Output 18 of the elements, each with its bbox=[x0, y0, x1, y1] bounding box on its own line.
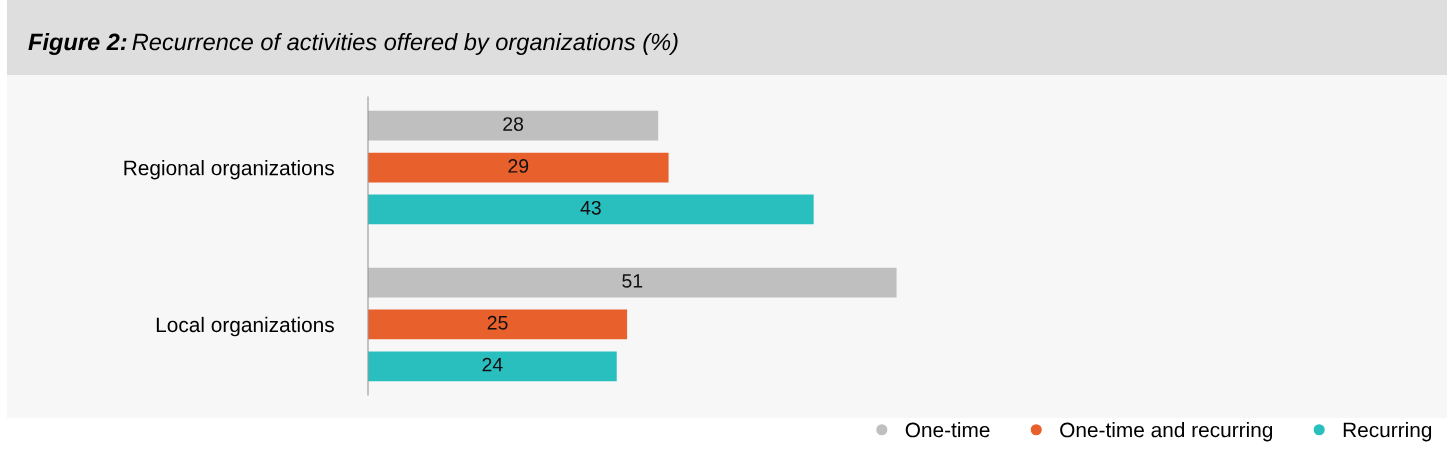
data-label: 43 bbox=[580, 200, 601, 215]
y-tick-label: Local organizations bbox=[156, 316, 334, 337]
data-label: 29 bbox=[508, 159, 529, 173]
legend-label: Recurring bbox=[1343, 422, 1432, 442]
legend-label: One-time and recurring bbox=[1060, 422, 1273, 442]
data-label: 25 bbox=[487, 315, 508, 330]
bar bbox=[368, 152, 669, 183]
data-label: 28 bbox=[503, 117, 524, 131]
bar bbox=[368, 267, 897, 298]
bar bbox=[368, 110, 659, 141]
data-label: 24 bbox=[482, 357, 503, 372]
bar bbox=[368, 194, 814, 225]
data-label: 51 bbox=[622, 274, 643, 288]
y-tick-label: Regional organizations bbox=[124, 160, 334, 180]
bar bbox=[368, 309, 628, 340]
bar bbox=[368, 351, 617, 382]
chart-title: Figure 2: Recurrence of activities offered by organizations (%) bbox=[28, 33, 678, 55]
legend-label: One-time bbox=[905, 422, 990, 438]
